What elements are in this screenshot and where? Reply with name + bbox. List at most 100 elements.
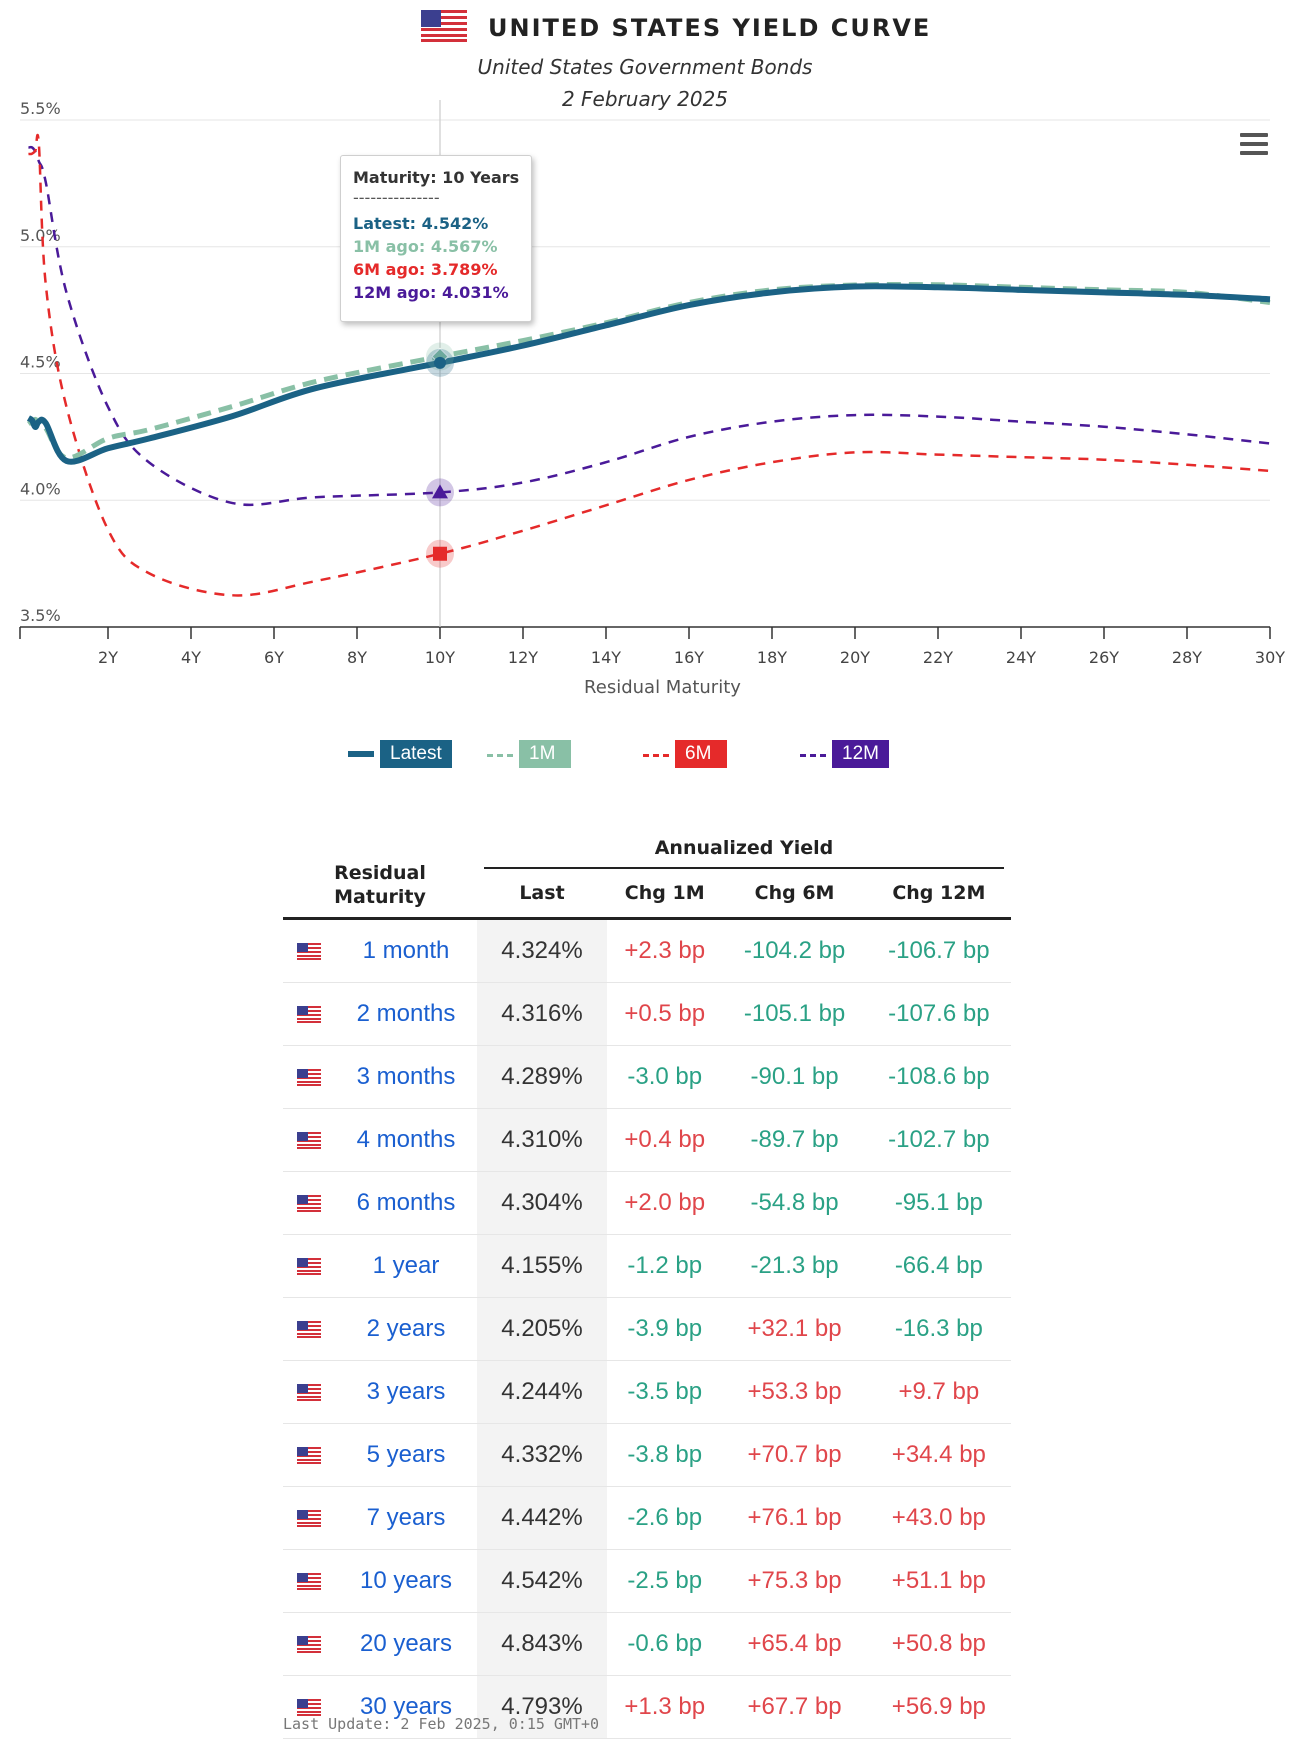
us-flag-icon [283,918,335,983]
chg-1m: -3.9 bp [607,1297,723,1361]
chart-date: 2 February 2025 [561,87,729,111]
us-flag-icon [283,1486,335,1550]
x-tick-label: 26Y [1089,648,1119,667]
last-yield: 4.310% [477,1108,607,1172]
table-row: 5 years 4.332% -3.8 bp +70.7 bp +34.4 bp [283,1423,1011,1487]
x-axis-label: Residual Maturity [584,677,741,698]
x-tick-label: 14Y [591,648,621,667]
chg-1m: -0.6 bp [607,1612,723,1676]
legend-label-6m-ago: 6M ago [675,740,727,792]
maturity-link[interactable]: 30 years [335,1675,477,1739]
legend-label-latest: Latest [380,740,452,768]
tooltip-1m-ago: 1M ago: 4.567% [353,237,498,256]
chg-6m: +75.3 bp [722,1549,867,1613]
chg-1m: -2.6 bp [607,1486,723,1550]
col-header-maturity-text: Residual Maturity [334,861,426,908]
last-yield: 4.843% [477,1612,607,1676]
maturity-link[interactable]: 3 months [335,1045,477,1109]
last-yield: 4.442% [477,1486,607,1550]
chg-12m: +43.0 bp [866,1486,1011,1550]
maturity-link[interactable]: 6 months [335,1171,477,1235]
us-flag-icon [283,982,335,1046]
maturity-link[interactable]: 1 month [335,918,477,983]
table-row: 7 years 4.442% -2.6 bp +76.1 bp +43.0 bp [283,1486,1011,1550]
series-line-6m-ago [28,133,1271,597]
series-line-12m-ago [28,145,1271,507]
last-yield: 4.316% [477,982,607,1046]
last-yield: 4.155% [477,1234,607,1298]
us-flag-icon [283,1423,335,1487]
maturity-link[interactable]: 7 years [335,1486,477,1550]
legend-label-1m-ago: 1M ago [519,740,571,792]
maturity-link[interactable]: 1 year [335,1234,477,1298]
us-flag-icon [283,1108,335,1172]
yield-table: Residual Maturity Annualized Yield Last … [283,830,1011,1739]
us-flag-icon [283,1549,335,1613]
legend-swatch-latest [348,751,374,757]
table-row: 3 months 4.289% -3.0 bp -90.1 bp -108.6 bp [283,1045,1011,1109]
us-flag-icon [283,1171,335,1235]
maturity-link[interactable]: 5 years [335,1423,477,1487]
last-update: Last Update: 2 Feb 2025, 0:15 GMT+0 [283,1715,600,1733]
chg-1m: +2.0 bp [607,1171,723,1235]
us-flag-icon [283,1045,335,1109]
chg-1m: -3.0 bp [607,1045,723,1109]
chg-1m: +0.5 bp [607,982,723,1046]
chg-1m: +1.3 bp [607,1675,723,1739]
x-tick-label: 6Y [264,648,284,667]
chg-6m: -89.7 bp [722,1108,867,1172]
chg-1m: +0.4 bp [607,1108,723,1172]
chg-1m: -3.8 bp [607,1423,723,1487]
legend-swatch-1m-ago [487,754,513,757]
tooltip-12m-ago: 12M ago: 4.031% [353,283,509,302]
marker-circle [434,356,446,369]
chg-12m: -102.7 bp [866,1108,1011,1172]
legend-swatch-6m-ago [643,754,669,757]
hamburger-menu-icon[interactable] [1240,133,1268,155]
us-flag-icon [283,1297,335,1361]
chg-6m: -90.1 bp [722,1045,867,1109]
chg-6m: +65.4 bp [722,1612,867,1676]
x-tick-label: 4Y [181,648,201,667]
chart-subtitle: United States Government Bonds [477,55,813,79]
maturity-link[interactable]: 4 months [335,1108,477,1172]
maturity-link[interactable]: 20 years [335,1612,477,1676]
chg-12m: -108.6 bp [866,1045,1011,1109]
maturity-link[interactable]: 2 months [335,982,477,1046]
x-tick-label: 10Y [425,648,455,667]
tooltip-latest: Latest: 4.542% [353,214,489,233]
last-yield: 4.205% [477,1297,607,1361]
x-tick-label: 24Y [1006,648,1036,667]
table-row: 1 year 4.155% -1.2 bp -21.3 bp -66.4 bp [283,1234,1011,1298]
table-row: 1 month 4.324% +2.3 bp -104.2 bp -106.7 bp [283,918,1011,983]
chg-1m: -2.5 bp [607,1549,723,1613]
last-yield: 4.542% [477,1549,607,1613]
chart-header: UNITED STATES YIELD CURVE United States … [0,0,1312,120]
marker-triangle [432,484,448,499]
x-tick-label: 28Y [1172,648,1202,667]
x-tick-label: 30Y [1255,648,1285,667]
chg-12m: +56.9 bp [866,1675,1011,1739]
us-flag-icon [283,1612,335,1676]
chg-12m: -107.6 bp [866,982,1011,1046]
table-row: 2 months 4.316% +0.5 bp -105.1 bp -107.6 bp [283,982,1011,1046]
x-tick-label: 2Y [98,648,118,667]
table-row: 30 years 4.793% +1.3 bp +67.7 bp +56.9 bp [283,1675,1011,1739]
chg-12m: -106.7 bp [866,918,1011,983]
last-yield: 4.793% [477,1675,607,1739]
table-row: 20 years 4.843% -0.6 bp +65.4 bp +50.8 bp [283,1612,1011,1676]
chg-1m: -1.2 bp [607,1234,723,1298]
col-header-chg-12m: Chg 12M [866,870,1011,920]
col-header-last: Last [477,870,607,920]
y-tick-label: 5.0% [20,226,61,245]
tooltip-title: Maturity: 10 Years [353,168,520,187]
chart-legend: Latest 1M ago 6M ago 12M ago [0,740,1312,792]
maturity-link[interactable]: 2 years [335,1297,477,1361]
x-tick-label: 16Y [674,648,704,667]
x-tick-label: 12Y [508,648,538,667]
chg-6m: -104.2 bp [722,918,867,983]
maturity-link[interactable]: 10 years [335,1549,477,1613]
maturity-link[interactable]: 3 years [335,1360,477,1424]
series-line-1m-ago [26,281,1271,461]
last-yield: 4.332% [477,1423,607,1487]
